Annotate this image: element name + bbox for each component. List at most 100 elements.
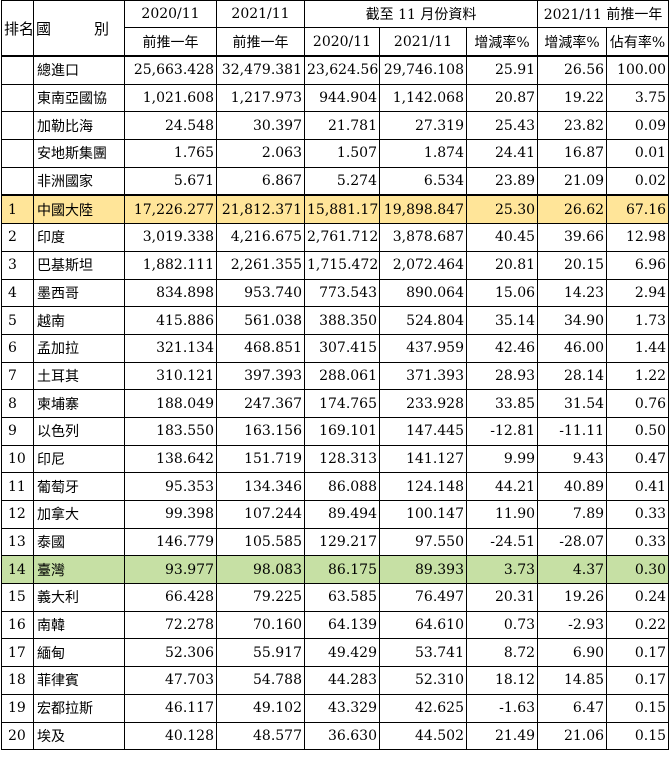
table-row: 8 柬埔寨 188.049 247.367 174.765 233.928 33.85 31.… [1, 389, 670, 418]
ttm-change-value: -11.11 [537, 416, 608, 446]
period1-value: 40.128 [124, 721, 217, 751]
ttm-change-value: 20.15 [537, 250, 608, 280]
ttm-change-value: 26.56 [537, 55, 608, 85]
ytd-2021-value: 1.874 [379, 139, 467, 168]
ytd-2021-value: 524.804 [379, 306, 467, 335]
rank-cell: 20 [1, 721, 34, 751]
period1-value: 99.398 [124, 500, 217, 529]
ttm-change-value: 31.54 [537, 389, 608, 418]
rank-cell: 2 [1, 223, 34, 252]
ttm-share-value: 2.94 [606, 278, 670, 308]
period2-value: 953.740 [216, 278, 305, 308]
ttm-share-value: 67.16 [606, 194, 670, 225]
period1-value: 1,882.111 [124, 250, 217, 280]
table-row: 11 葡萄牙 95.353 134.346 86.088 124.148 44.21 40.8… [1, 472, 670, 501]
import-ranking-table: 排名 國 別 2020/11 2021/11 截至 11 月份資料 2021/1… [1, 0, 670, 751]
ytd-2021-value: 29,746.108 [379, 55, 467, 85]
ytd-2021-header: 2021/11 [379, 27, 467, 57]
period1-value: 834.898 [124, 278, 217, 308]
table-row: 20 埃及 40.128 48.577 36.630 44.502 21.49 21.06 0.… [1, 721, 670, 751]
period2-value: 561.038 [216, 306, 305, 335]
ttm-change-value: 46.00 [537, 333, 608, 363]
ttm-share-value: 6.96 [606, 250, 670, 280]
ytd-2021-value: 52.310 [379, 666, 467, 695]
period2-value: 1,217.973 [216, 83, 305, 113]
ytd-change-value: 42.46 [465, 333, 539, 363]
ytd-2021-value: 6.534 [379, 166, 467, 196]
country-name: 越南 [33, 306, 125, 335]
ytd-2020-value: 174.765 [304, 389, 380, 418]
period1-value: 415.886 [124, 306, 217, 335]
period2-value: 107.244 [216, 500, 305, 529]
ytd-change-header: 增減率% [465, 27, 539, 57]
country-name: 印尼 [33, 444, 125, 474]
ttm-share-value: 0.47 [606, 444, 670, 474]
ytd-change-value: 9.99 [465, 444, 539, 474]
ytd-2021-value: 147.445 [379, 416, 467, 446]
ytd-2021-value: 437.959 [379, 333, 467, 363]
ytd-2021-value: 97.550 [379, 527, 467, 557]
ytd-change-value: 40.45 [465, 223, 539, 252]
period1-value: 17,226.277 [124, 194, 217, 225]
table-row: 14 臺灣 93.977 98.083 86.175 89.393 3.73 4.37 0.30 [1, 555, 670, 585]
country-name: 菲律賓 [33, 666, 125, 695]
ytd-change-value: 11.90 [465, 500, 539, 529]
period1-value: 138.642 [124, 444, 217, 474]
period1-value: 3,019.338 [124, 223, 217, 252]
period2-value: 54.788 [216, 666, 305, 695]
ttm-change-value: 4.37 [537, 555, 608, 585]
period1-value: 25,663.428 [124, 55, 217, 85]
period1-value: 1,021.608 [124, 83, 217, 113]
country-name: 葡萄牙 [33, 472, 125, 501]
ttm-change-value: 6.90 [537, 638, 608, 668]
ttm-share-value: 0.24 [606, 583, 670, 612]
ttm-change-header: 增減率% [537, 27, 608, 57]
ttm-share-value: 0.76 [606, 389, 670, 418]
ttm-change-value: 6.47 [537, 693, 608, 723]
rank-cell: 9 [1, 416, 34, 446]
rank-cell: 1 [1, 194, 34, 225]
ttm-change-value: 39.66 [537, 223, 608, 252]
rank-cell: 3 [1, 250, 34, 280]
ttm-change-value: 34.90 [537, 306, 608, 335]
period2-value: 4,216.675 [216, 223, 305, 252]
period2-value: 151.719 [216, 444, 305, 474]
ytd-2020-value: 288.061 [304, 361, 380, 391]
ttm-share-value: 0.09 [606, 111, 670, 141]
rank-header: 排名 [1, 0, 34, 57]
period2-value: 134.346 [216, 472, 305, 501]
period2-value: 55.917 [216, 638, 305, 668]
period2-value: 32,479.381 [216, 55, 305, 85]
ytd-2021-value: 3,878.687 [379, 223, 467, 252]
ytd-2020-value: 1.507 [304, 139, 380, 168]
period2-value: 48.577 [216, 721, 305, 751]
rank-cell [1, 111, 34, 141]
ytd-change-value: 20.31 [465, 583, 539, 612]
table-row: 7 土耳其 310.121 397.393 288.061 371.393 28.93 28.… [1, 361, 670, 391]
table-row: 19 宏都拉斯 46.117 49.102 43.329 42.625 -1.63 6.47 0… [1, 693, 670, 723]
ytd-change-value: 25.91 [465, 55, 539, 85]
rank-cell: 11 [1, 472, 34, 501]
table-row: 18 菲律賓 47.703 54.788 44.283 52.310 18.12 14.85 0… [1, 666, 670, 695]
table-row: 9 以色列 183.550 163.156 169.101 147.445 -12.81 -1… [1, 416, 670, 446]
ytd-2021-value: 100.147 [379, 500, 467, 529]
ytd-2021-value: 27.319 [379, 111, 467, 141]
country-name: 宏都拉斯 [33, 693, 125, 723]
ttm-change-value: 14.23 [537, 278, 608, 308]
ytd-2020-value: 86.175 [304, 555, 380, 585]
period2-subheader: 前推一年 [216, 27, 305, 57]
ttm-change-value: 21.09 [537, 166, 608, 196]
country-name: 加拿大 [33, 500, 125, 529]
ttm-share-value: 1.22 [606, 361, 670, 391]
rank-cell: 17 [1, 638, 34, 668]
country-name: 孟加拉 [33, 333, 125, 363]
rank-cell: 7 [1, 361, 34, 391]
ytd-2020-value: 15,881.179 [304, 194, 380, 225]
period1-value: 321.134 [124, 333, 217, 363]
country-name: 臺灣 [33, 555, 125, 585]
country-name: 非洲國家 [33, 166, 125, 196]
period2-value: 70.160 [216, 610, 305, 640]
summary-row: 東南亞國協 1,021.608 1,217.973 944.904 1,142.068 2… [1, 83, 670, 113]
rank-cell: 16 [1, 610, 34, 640]
period1-value: 5.671 [124, 166, 217, 196]
